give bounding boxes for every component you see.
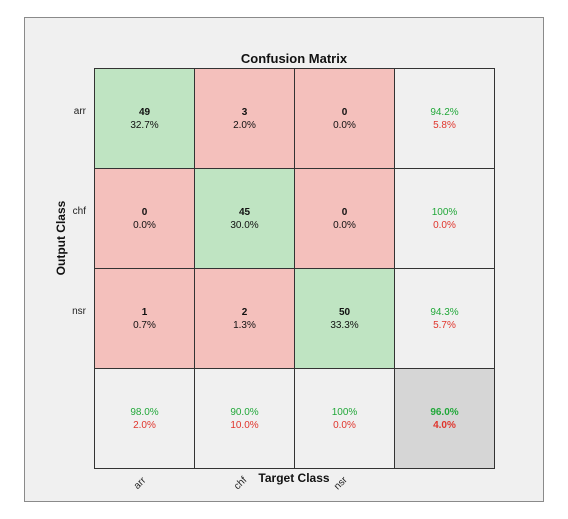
cell-count: 1 (141, 306, 148, 318)
cell-percent: 2.0% (233, 119, 256, 131)
matrix-cell: 0 0.0% (294, 68, 395, 169)
cell-percent: 30.0% (230, 219, 259, 231)
row-correct-rate: 94.2% (430, 106, 459, 118)
row-error-rate: 0.0% (433, 219, 456, 231)
x-axis-title: Target Class (258, 471, 330, 485)
matrix-cell: 96.0% 4.0% (394, 368, 495, 469)
col-correct-rate: 100% (331, 406, 358, 418)
matrix-cell: 0 0.0% (94, 168, 195, 269)
col-correct-rate: 90.0% (230, 406, 259, 418)
overall-error: 4.0% (433, 419, 456, 431)
row-tick-label: chf (72, 206, 86, 217)
cell-count: 2 (241, 306, 248, 318)
cell-count: 49 (138, 106, 151, 118)
matrix-cell: 3 2.0% (194, 68, 295, 169)
col-error-rate: 2.0% (133, 419, 156, 431)
col-error-rate: 10.0% (230, 419, 259, 431)
matrix-cell: 100% 0.0% (294, 368, 395, 469)
matrix-cell: 90.0% 10.0% (194, 368, 295, 469)
cell-count: 45 (238, 206, 251, 218)
row-tick-label: nsr (72, 306, 86, 317)
y-axis-title: Output Class (54, 200, 68, 276)
matrix-cell: 1 0.7% (94, 268, 195, 369)
col-error-rate: 0.0% (333, 419, 356, 431)
chart-title: Confusion Matrix (240, 51, 348, 66)
col-correct-rate: 98.0% (130, 406, 159, 418)
matrix-cell: 0 0.0% (294, 168, 395, 269)
matrix-cell: 49 32.7% (94, 68, 195, 169)
cell-percent: 32.7% (130, 119, 159, 131)
matrix-cell: 94.3% 5.7% (394, 268, 495, 369)
cell-percent: 0.0% (333, 119, 356, 131)
cell-count: 0 (341, 206, 348, 218)
matrix-cell: 100% 0.0% (394, 168, 495, 269)
matrix-cell: 45 30.0% (194, 168, 295, 269)
cell-percent: 1.3% (233, 319, 256, 331)
cell-count: 50 (338, 306, 351, 318)
cell-percent: 33.3% (330, 319, 359, 331)
overall-accuracy: 96.0% (430, 406, 459, 418)
row-tick-label: arr (73, 106, 86, 117)
row-correct-rate: 94.3% (430, 306, 459, 318)
matrix-cell: 50 33.3% (294, 268, 395, 369)
cell-percent: 0.0% (333, 219, 356, 231)
row-error-rate: 5.7% (433, 319, 456, 331)
matrix-cell: 2 1.3% (194, 268, 295, 369)
cell-count: 0 (341, 106, 348, 118)
row-error-rate: 5.8% (433, 119, 456, 131)
cell-count: 0 (141, 206, 148, 218)
matrix-cell: 94.2% 5.8% (394, 68, 495, 169)
row-correct-rate: 100% (431, 206, 458, 218)
cell-count: 3 (241, 106, 248, 118)
cell-percent: 0.0% (133, 219, 156, 231)
matrix-cell: 98.0% 2.0% (94, 368, 195, 469)
cell-percent: 0.7% (133, 319, 156, 331)
